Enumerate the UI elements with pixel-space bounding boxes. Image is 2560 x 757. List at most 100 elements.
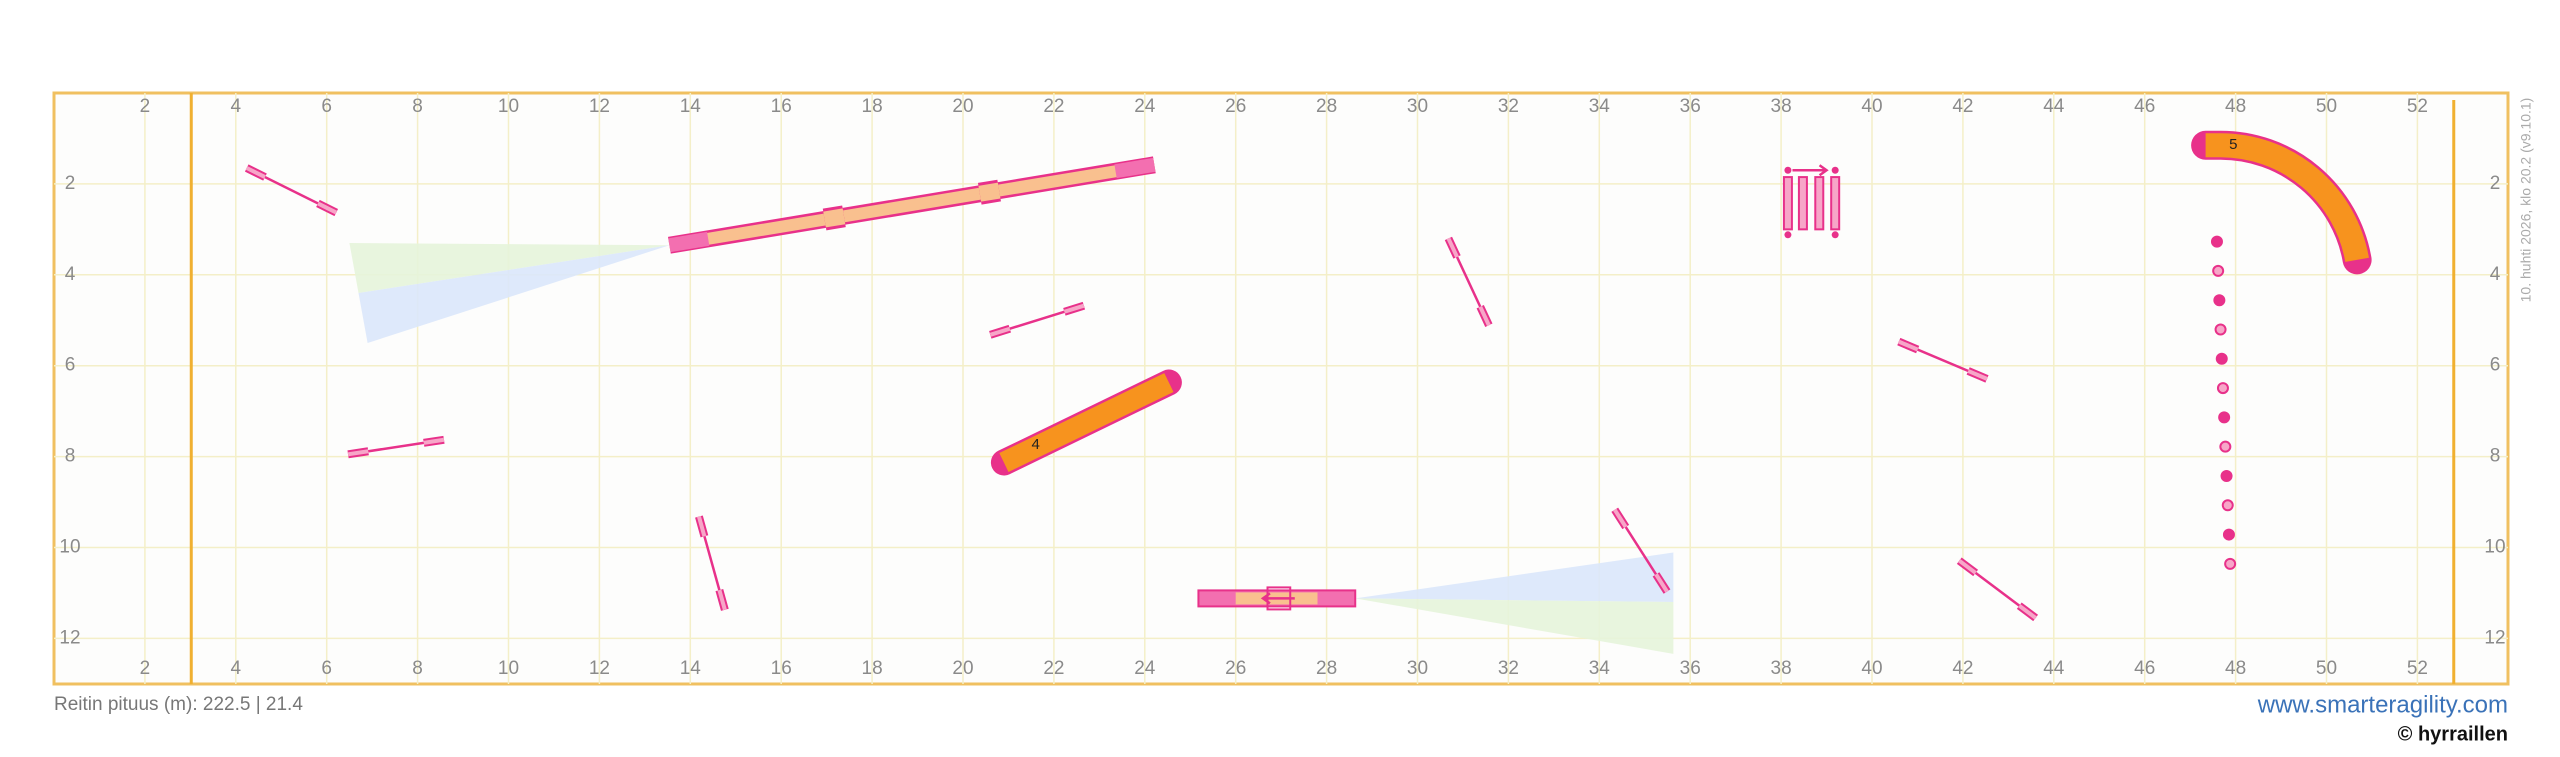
x-tick-label: 50 [2316,658,2337,679]
x-tick-label: 30 [1407,658,1428,679]
jump [347,435,445,459]
x-tick-label: 38 [1771,96,1792,117]
jump [989,301,1086,339]
pole [2216,382,2229,395]
marker [1784,166,1792,174]
x-tick-label: 44 [2043,658,2065,679]
x-tick-label: 48 [2225,96,2246,117]
x-tick-label: 30 [1407,96,1428,117]
x-tick-label: 16 [771,658,792,679]
jump [244,164,339,217]
x-tick-label: 48 [2225,658,2246,679]
x-tick-label: 10 [498,658,519,679]
y-tick-label: 6 [65,355,76,376]
jump [1956,557,2039,622]
y-tick-label: 4 [2490,264,2501,285]
x-tick-label: 6 [321,658,332,679]
jump [695,515,729,611]
x-tick-label: 32 [1498,96,1519,117]
x-tick-label: 12 [589,658,610,679]
jump [1897,337,1989,383]
jump-wing [1063,303,1085,314]
x-tick-label: 28 [1316,96,1337,117]
board [1830,176,1841,231]
x-tick-label: 26 [1225,658,1246,679]
y-tick-label: 2 [65,173,76,194]
x-tick-label: 36 [1680,96,1701,117]
x-tick-label: 52 [2407,96,2428,117]
pole [2220,469,2233,482]
x-tick-label: 10 [498,96,519,117]
x-tick-label: 14 [680,96,702,117]
jump-wing [1654,573,1669,593]
field [52,91,2510,686]
x-tick-label: 42 [1952,96,1973,117]
jump [1611,507,1671,594]
x-tick-label: 24 [1134,658,1156,679]
long-jump [1782,164,1841,239]
x-tick-label: 12 [589,96,610,117]
weave-poles [2210,235,2237,570]
jump-wing [1958,559,1977,575]
jump-wing [1967,369,1988,381]
website[interactable]: www.smarteragility.com [2257,691,2508,718]
zone-blue [1355,552,1674,603]
x-tick-label: 24 [1134,96,1156,117]
jump [1444,236,1493,327]
x-tick-label: 52 [2407,658,2428,679]
x-tick-label: 46 [2134,96,2155,117]
x-tick-label: 40 [1861,658,1882,679]
x-tick-label: 28 [1316,658,1337,679]
x-tick-label: 2 [140,96,151,117]
x-tick-label: 20 [952,658,973,679]
obstacle-number: 5 [2229,136,2237,153]
y-tick-label: 2 [2490,173,2501,194]
obstacle-number: 4 [1032,436,1040,453]
route-length: Reitin pituus (m): 222.5 | 21.4 [54,694,303,715]
tunnel-body [2205,133,2369,263]
jump-wing [697,516,707,537]
contact [1114,157,1156,179]
grid: 2244668810101212141416161818202022222424… [54,93,2508,684]
jump-wing [1898,339,1919,352]
y-tick-label: 8 [65,446,76,467]
direction-arrow [1260,592,1295,605]
x-tick-label: 26 [1225,96,1246,117]
x-tick-label: 18 [862,96,883,117]
x-tick-label: 6 [321,96,332,117]
curved-tunnel: 5 [2191,130,2372,275]
tunnel-body [999,373,1174,472]
jump-wing [423,437,445,445]
obstacles: 45 [244,130,2372,654]
contact [668,231,710,253]
jump-wing [245,166,266,179]
x-tick-label: 4 [231,658,242,679]
plank [668,158,1156,252]
jump-wing [317,201,338,215]
x-tick-label: 42 [1952,658,1973,679]
x-tick-label: 40 [1861,96,1882,117]
marker [1831,166,1839,174]
pole [2219,440,2232,453]
x-tick-label: 16 [771,96,792,117]
jump-wing [347,449,369,457]
x-tick-label: 32 [1498,658,1519,679]
x-tick-label: 38 [1771,658,1792,679]
jump-wing [2018,604,2037,620]
x-tick-label: 50 [2316,96,2337,117]
zone-blue [358,245,670,343]
pole [2215,352,2228,365]
jump-wing [1446,237,1459,258]
marker [1784,231,1792,239]
x-tick-label: 20 [952,96,973,117]
board [1782,176,1793,231]
board [1814,176,1825,231]
copyright: © hyrraillen [2398,723,2508,745]
y-tick-label: 4 [65,264,76,285]
y-tick-label: 12 [59,627,80,648]
timestamp: 10. huhti 2026, klo 20.2 (v9.10.1) [2518,98,2534,303]
pole [2210,235,2223,248]
x-tick-label: 8 [412,96,423,117]
x-tick-label: 8 [412,658,423,679]
